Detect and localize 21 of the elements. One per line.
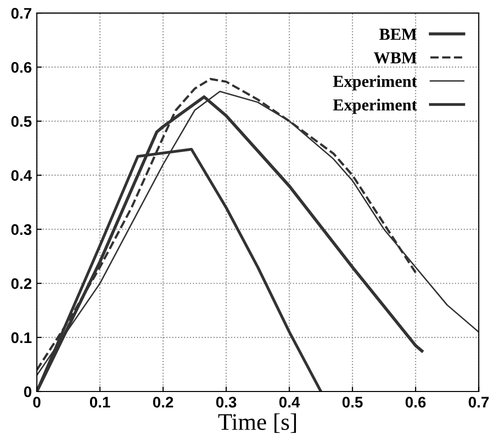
legend-label: BEM — [379, 28, 417, 40]
x-tick-label: 0.5 — [342, 396, 363, 408]
legend-label: Experiment — [333, 75, 417, 90]
x-tick-label: 0.2 — [153, 396, 174, 408]
y-tick-label: 0.2 — [11, 278, 32, 290]
x-tick-label: 0.6 — [406, 396, 426, 408]
y-tick-label: 0.4 — [11, 170, 32, 181]
y-tick-label: 0 — [24, 386, 32, 398]
y-tick-label: 0.5 — [11, 116, 32, 127]
y-tick-label: 0.3 — [11, 224, 32, 236]
y-tick-label: 0.7 — [11, 8, 32, 19]
x-tick-label: 0.1 — [90, 396, 110, 408]
x-axis-title: Time [s] — [218, 413, 296, 433]
x-tick-label: 0 — [33, 396, 40, 408]
x-tick-label: 0.3 — [216, 396, 236, 408]
legend-label: WBM — [374, 52, 417, 64]
x-tick-label: 0.7 — [468, 396, 489, 408]
y-tick-label: 0.1 — [11, 332, 32, 344]
y-tick-label: 0.6 — [11, 62, 32, 73]
legend-label: Experiment — [333, 98, 417, 114]
x-tick-label: 0.4 — [279, 396, 300, 408]
